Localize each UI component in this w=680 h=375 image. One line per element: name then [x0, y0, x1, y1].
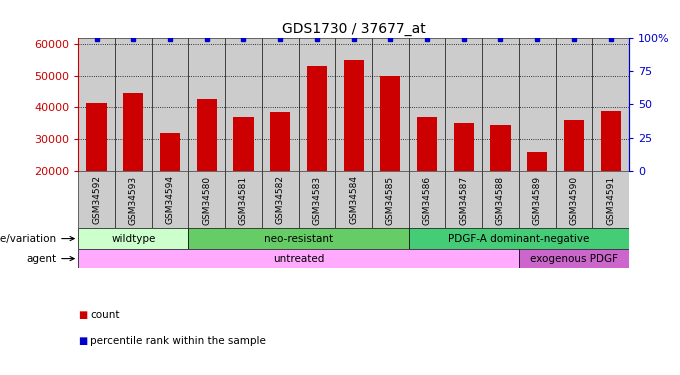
Bar	[490, 125, 511, 171]
Text: GSM34594: GSM34594	[165, 176, 175, 225]
Text: percentile rank within the sample: percentile rank within the sample	[90, 336, 267, 346]
Text: GSM34593: GSM34593	[129, 176, 138, 225]
Text: GSM34581: GSM34581	[239, 176, 248, 225]
Bar	[409, 228, 629, 249]
Bar	[409, 38, 445, 171]
Bar	[592, 171, 629, 228]
Bar	[225, 38, 262, 171]
Text: ■: ■	[78, 310, 88, 320]
Text: wildtype: wildtype	[111, 234, 156, 244]
Text: GSM34591: GSM34591	[606, 176, 615, 225]
Bar	[372, 171, 409, 228]
Text: GSM34588: GSM34588	[496, 176, 505, 225]
Bar	[78, 249, 519, 268]
Bar	[519, 38, 556, 171]
Bar	[299, 171, 335, 228]
Bar	[78, 171, 115, 228]
Bar	[372, 38, 409, 171]
Bar	[556, 171, 592, 228]
Text: genotype/variation: genotype/variation	[0, 234, 74, 244]
Bar	[417, 117, 437, 171]
Bar	[600, 111, 621, 171]
Text: GSM34580: GSM34580	[202, 176, 211, 225]
Bar	[123, 93, 143, 171]
Bar	[78, 228, 188, 249]
Text: agent: agent	[26, 254, 74, 264]
Bar	[380, 76, 401, 171]
Title: GDS1730 / 37677_at: GDS1730 / 37677_at	[282, 22, 426, 36]
Bar	[519, 171, 556, 228]
Text: GSM34592: GSM34592	[92, 176, 101, 225]
Bar	[233, 117, 254, 171]
Bar	[86, 103, 107, 171]
Text: count: count	[90, 310, 120, 320]
Bar	[445, 171, 482, 228]
Text: GSM34584: GSM34584	[349, 176, 358, 225]
Text: GSM34587: GSM34587	[459, 176, 469, 225]
Text: GSM34583: GSM34583	[312, 176, 322, 225]
Bar	[556, 38, 592, 171]
Bar	[152, 38, 188, 171]
Text: neo-resistant: neo-resistant	[264, 234, 333, 244]
Bar	[115, 171, 152, 228]
Text: PDGF-A dominant-negative: PDGF-A dominant-negative	[448, 234, 590, 244]
Text: untreated: untreated	[273, 254, 324, 264]
Bar	[188, 171, 225, 228]
Text: ■: ■	[78, 336, 88, 346]
Bar	[482, 38, 519, 171]
Bar	[262, 38, 299, 171]
Bar	[299, 38, 335, 171]
Bar	[445, 38, 482, 171]
Bar	[335, 38, 372, 171]
Bar	[564, 120, 584, 171]
Bar	[270, 112, 290, 171]
Bar	[409, 171, 445, 228]
Bar	[454, 123, 474, 171]
Bar	[307, 66, 327, 171]
Bar	[225, 171, 262, 228]
Bar	[188, 38, 225, 171]
Bar	[482, 171, 519, 228]
Bar	[78, 38, 115, 171]
Text: GSM34582: GSM34582	[275, 176, 285, 225]
Text: GSM34589: GSM34589	[532, 176, 542, 225]
Text: GSM34585: GSM34585	[386, 176, 395, 225]
Bar	[592, 38, 629, 171]
Bar	[527, 152, 547, 171]
Text: GSM34590: GSM34590	[569, 176, 579, 225]
Text: exogenous PDGF: exogenous PDGF	[530, 254, 618, 264]
Text: GSM34586: GSM34586	[422, 176, 432, 225]
Bar	[335, 171, 372, 228]
Bar	[197, 99, 217, 171]
Bar	[160, 133, 180, 171]
Bar	[152, 171, 188, 228]
Bar	[188, 228, 409, 249]
Bar	[262, 171, 299, 228]
Bar	[343, 60, 364, 171]
Bar	[115, 38, 152, 171]
Bar	[519, 249, 629, 268]
